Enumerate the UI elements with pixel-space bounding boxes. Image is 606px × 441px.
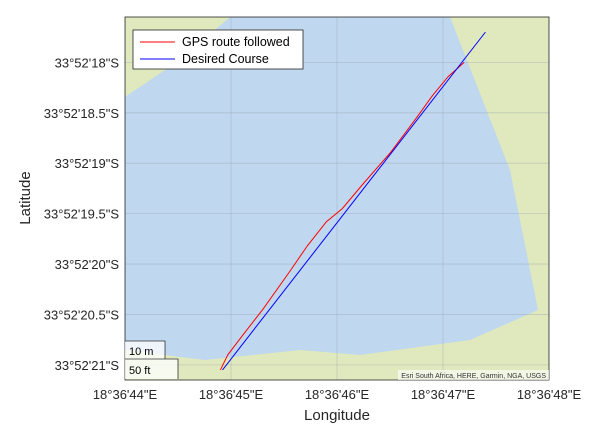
scale-metric: 10 m	[129, 346, 153, 358]
scale-imperial: 50 ft	[129, 365, 150, 377]
desired-course-line	[222, 31, 486, 371]
y-tick-label-6: 33°52'21"S	[55, 358, 120, 373]
x-tick-label-3: 18°36'47"E	[411, 387, 476, 402]
svg-text:Esri South Africa, HERE, Garmi: Esri South Africa, HERE, Garmin, NGA, US…	[401, 373, 546, 380]
x-tick-label-1: 18°36'45"E	[199, 387, 264, 402]
plot-border	[124, 16, 550, 381]
x-axis-label: Longitude	[304, 407, 370, 424]
y-tick-label-3: 33°52'19.5"S	[44, 207, 120, 222]
grid-lines	[125, 17, 549, 380]
y-tick-label-2: 33°52'19"S	[55, 156, 120, 171]
y-tick-label-4: 33°52'20"S	[55, 257, 120, 272]
x-tick-label-2: 18°36'46"E	[305, 387, 370, 402]
legend: GPS route followed Desired Course	[132, 29, 304, 70]
y-tick-label-1: 33°52'18.5"S	[44, 106, 120, 121]
x-tick-label-4: 18°36'48"E	[517, 387, 582, 402]
legend-label-gps: GPS route followed	[182, 35, 290, 49]
y-tick-label-0: 33°52'18"S	[55, 55, 120, 70]
basemap-attribution: Esri South Africa, HERE, Garmin, NGA, US…	[398, 370, 549, 380]
x-tick-labels: 18°36'44"E 18°36'45"E 18°36'46"E 18°36'47"E…	[93, 387, 582, 402]
legend-label-desired: Desired Course	[182, 52, 269, 66]
y-axis-label: Latitude	[17, 171, 34, 224]
y-tick-labels: 33°52'18"S 33°52'18.5"S 33°52'19"S 33°52'19…	[44, 55, 120, 373]
x-tick-label-0: 18°36'44"E	[93, 387, 158, 402]
water-area	[125, 17, 538, 360]
scale-bar: 10 m 50 ft	[125, 340, 179, 379]
y-tick-label-5: 33°52'20.5"S	[44, 307, 120, 322]
gps-route-line	[219, 62, 465, 371]
